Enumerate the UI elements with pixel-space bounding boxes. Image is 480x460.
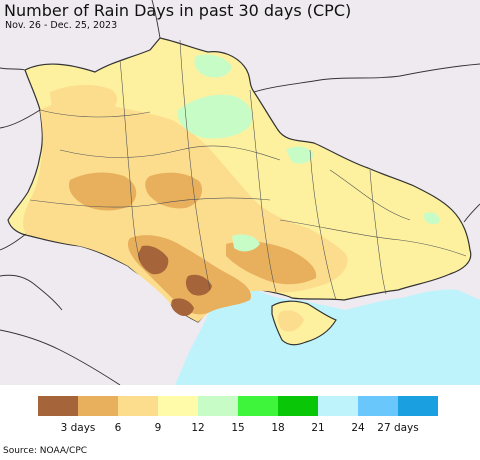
rain-days-map (0, 0, 480, 385)
legend-swatch (398, 396, 438, 416)
oblast-borders (29, 39, 467, 301)
legend-swatch (158, 396, 198, 416)
legend-swatch (358, 396, 398, 416)
legend-label: 12 (191, 422, 205, 434)
zone-north-top-15 (194, 54, 232, 78)
neighbor-borders (0, 0, 480, 385)
zone-northeast-15 (286, 146, 314, 164)
legend-label: 18 (271, 422, 285, 434)
legend-label: 27 days (377, 422, 419, 434)
legend-swatch (38, 396, 78, 416)
legend-label: 15 (231, 422, 245, 434)
map-subtitle: Nov. 26 - Dec. 25, 2023 (5, 20, 118, 31)
zone-east-15 (424, 212, 440, 225)
zone-southcentral-6 (226, 241, 317, 285)
legend-label: 3 days (60, 422, 96, 434)
legend-swatch (198, 396, 238, 416)
zone-south-15 (232, 234, 260, 252)
legend-swatch (318, 396, 358, 416)
source-note: Source: NOAA/CPC (3, 446, 88, 456)
map-title: Number of Rain Days in past 30 days (CPC… (4, 1, 352, 20)
zone-north-15 (177, 94, 253, 139)
legend-swatch (118, 396, 158, 416)
legend-swatch (278, 396, 318, 416)
zone-center-6 (145, 172, 203, 209)
zone-dry-coast-3 (185, 274, 212, 296)
legend-label: 21 (311, 422, 325, 434)
crimea-west-9 (277, 310, 304, 332)
legend-swatch (238, 396, 278, 416)
zone-central-6 (68, 172, 137, 211)
zone-northwest-9 (50, 84, 118, 117)
legend-swatch (78, 396, 118, 416)
zone-driest-3 (138, 245, 169, 275)
legend-label: 24 (351, 422, 365, 434)
legend-label: 9 (154, 422, 162, 434)
legend-label: 6 (114, 422, 122, 434)
black-sea (175, 289, 480, 385)
zone-dry-odesa-3 (171, 298, 194, 316)
